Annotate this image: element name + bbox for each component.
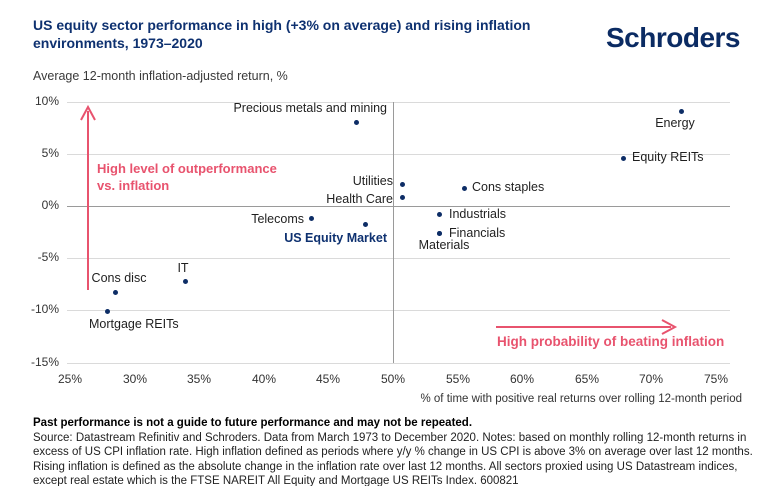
annotation-outperformance-line2: vs. inflation [97,178,170,193]
annotation-outperformance: High level of outperformance vs. inflati… [97,160,277,194]
footnote-source-line: excess of US CPI inflation rate. High in… [33,446,753,459]
gridline [67,258,730,259]
page-title: US equity sector performance in high (+3… [33,16,531,52]
data-point-label: Industrials [449,207,506,221]
data-point-dot [461,185,467,191]
annotation-beating-inflation: High probability of beating inflation [497,334,725,349]
x-tick-label: 40% [251,372,277,386]
zero-gridline [67,206,730,207]
data-point-dot [105,308,110,314]
data-point-label: Health Care [326,192,393,206]
data-point-label: Financials [449,226,506,240]
data-point-label: US Equity Market [284,231,387,245]
data-point-label: Cons staples [472,180,545,194]
annotation-outperformance-line1: High level of outperformance [97,161,277,176]
data-point-dot [678,108,684,114]
data-point-label: Precious metals and mining [233,101,387,115]
x-tick-label: 35% [186,372,212,386]
right-arrow-icon [496,319,678,335]
x-tick-label: 65% [574,372,600,386]
gridline [67,310,730,311]
reference-line-50pct [393,102,394,363]
page-title-line2: environments, 1973–2020 [33,35,203,51]
footnote-source-line: Rising inflation is defined as the absol… [33,460,738,473]
data-point-label: Materials [418,238,470,252]
up-arrow-icon [80,104,96,290]
data-point-label: Mortgage REITs [89,317,179,331]
data-point-dot [309,216,315,221]
data-point-dot [112,290,118,296]
footnote: Past performance is not a guide to futur… [33,416,757,486]
footnote-source-line: except real estate which is the FTSE NAR… [33,475,519,486]
gridline [67,363,730,364]
schroders-logo: Schroders [606,22,741,53]
data-point-dot [437,211,442,217]
data-point-dot [399,181,405,187]
x-tick-label: 25% [57,372,83,386]
y-axis-title: Average 12-month inflation-adjusted retu… [33,69,288,83]
y-tick-label: 5% [41,146,59,160]
data-point-dot [354,120,360,125]
footnote-source-line: Source: Datastream Refinitiv and Schrode… [33,431,747,444]
data-point-dot [399,195,405,201]
page-title-line1: US equity sector performance in high (+3… [33,17,531,33]
x-axis-title: % of time with positive real returns ove… [420,393,742,405]
data-point-label: Utilities [352,174,393,188]
gridline [67,154,730,155]
x-tick-label: 75% [703,372,729,386]
x-tick-label: 45% [315,372,341,386]
footnote-past-performance: Past performance is not a guide to futur… [33,417,473,429]
y-tick-label: 10% [34,94,59,108]
data-point-dot [363,222,369,228]
data-point-dot [182,278,188,284]
data-point-label: Equity REITs [632,150,704,164]
y-tick-label: -5% [37,250,59,264]
y-tick-label: 0% [41,198,59,212]
x-tick-label: 50% [380,372,406,386]
x-tick-label: 55% [445,372,471,386]
data-point-label: IT [177,261,189,275]
data-point-label: Energy [655,116,695,130]
data-point-label: Cons disc [91,271,147,285]
y-tick-label: -15% [30,355,59,369]
y-tick-label: -10% [30,302,59,316]
x-tick-label: 60% [509,372,535,386]
data-point-dot [437,230,442,236]
x-tick-label: 30% [122,372,148,386]
data-point-label: Telecoms [251,212,304,226]
data-point-dot [620,155,626,161]
x-tick-label: 70% [638,372,664,386]
gridline [67,102,730,103]
